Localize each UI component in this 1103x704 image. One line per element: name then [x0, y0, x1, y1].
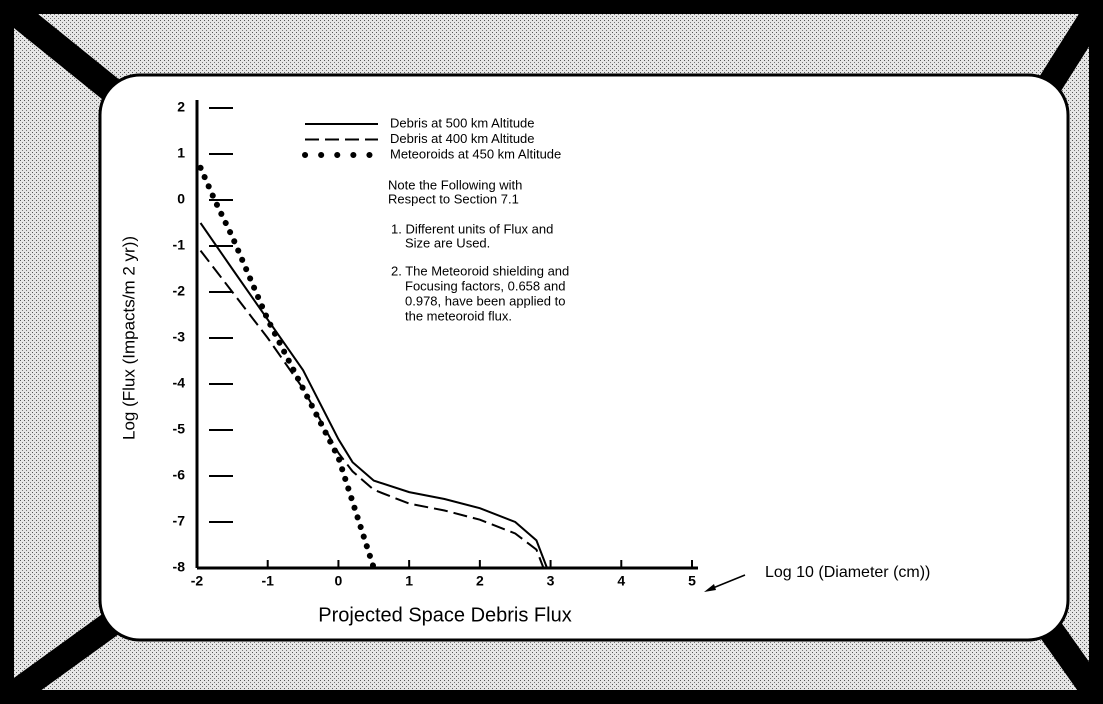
legend-label: Debris at 400 km Altitude [390, 131, 535, 146]
x-tick-label: -1 [261, 573, 274, 589]
x-tick-label: 0 [335, 573, 343, 589]
y-tick-label: -2 [173, 283, 186, 299]
y-tick-label: -6 [173, 467, 186, 483]
y-tick-label: 0 [177, 191, 185, 207]
x-tick-label: -2 [191, 573, 204, 589]
legend-label: Debris at 500 km Altitude [390, 115, 535, 130]
note-line: the meteoroid flux. [405, 308, 512, 323]
note-line: Note the Following with [388, 177, 522, 192]
series-line [199, 249, 545, 569]
annotation-arrowhead [704, 584, 716, 592]
note-line: 0.978, have been applied to [405, 293, 565, 308]
x-tick-label: 1 [405, 573, 413, 589]
x-tick-label: 2 [476, 573, 484, 589]
legend-label: Meteoroids at 450 km Altitude [390, 146, 561, 161]
series-line [199, 222, 548, 569]
y-tick-label: -1 [173, 237, 186, 253]
note-line: Respect to Section 7.1 [388, 191, 519, 206]
series-line [197, 164, 377, 571]
y-tick-label: -5 [173, 421, 186, 437]
y-tick-label: -3 [173, 329, 186, 345]
y-tick-label: -8 [173, 559, 186, 575]
y-tick-label: 1 [177, 145, 185, 161]
panel [98, 73, 1070, 642]
y-tick-label: 2 [177, 99, 185, 115]
note-line: 1. Different units of Flux and [391, 221, 553, 236]
note-line: 2. The Meteoroid shielding and [391, 263, 569, 278]
x-tick-label: 5 [688, 573, 696, 589]
note-line: Size are Used. [405, 235, 490, 250]
x-axis-annotation: Log 10 (Diameter (cm)) [765, 564, 930, 581]
x-tick-label: 3 [547, 573, 555, 589]
x-tick-label: 4 [617, 573, 625, 589]
y-tick-label: -4 [173, 375, 186, 391]
y-tick-label: -7 [173, 513, 186, 529]
y-axis-label: Log (Flux (Impacts/m 2 yr)) [119, 236, 138, 440]
note-line: Focusing factors, 0.658 and [405, 278, 565, 293]
chart-title: Projected Space Debris Flux [318, 604, 571, 626]
